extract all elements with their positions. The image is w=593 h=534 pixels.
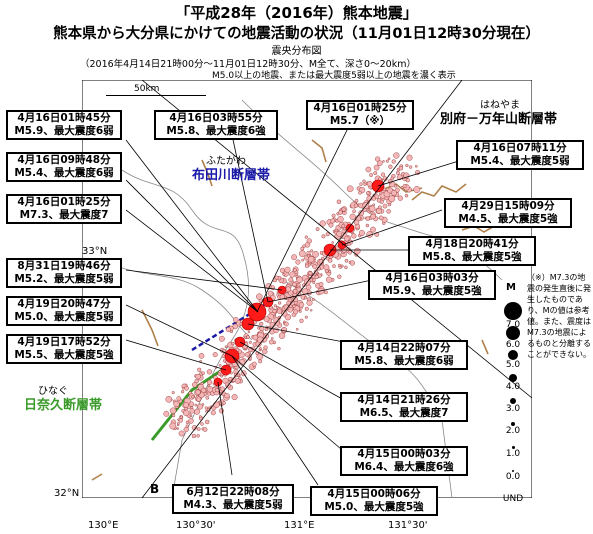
lon-131-30: 131°30' xyxy=(388,520,428,531)
legend-label: 2.0 xyxy=(505,426,521,436)
event-box: 8月31日19時46分 M5.2、最大震度5弱 xyxy=(6,258,122,288)
legend-dot xyxy=(512,470,514,472)
event-box: 4月15日00時03分 M6.4、最大震度6強 xyxy=(340,446,468,476)
fault-hinagu: 日奈久断層帯 xyxy=(24,398,103,413)
lat-32: 32°N xyxy=(54,488,80,499)
legend-row: 6.0 xyxy=(498,326,528,350)
legend-row: 7.0 xyxy=(498,302,528,330)
legend-dot xyxy=(504,302,522,320)
event-box: 4月16日01時45分 M5.9、最大震度6弱 xyxy=(6,110,122,140)
corner-label: B xyxy=(150,482,160,496)
legend-dot xyxy=(508,350,518,360)
event-box: 4月16日01時25分 M7.3、最大震度7 xyxy=(6,194,122,224)
lon-130: 130°E xyxy=(88,520,119,531)
legend-note: （※）M7.3の地震の発生直後に発生したものであり、Mの値は参考値。また、震度は… xyxy=(527,273,591,359)
event-box: 4月16日01時25分 M5.7（※） xyxy=(306,100,414,130)
fault-futagawa: 布田川断層帯 xyxy=(192,168,271,183)
legend-row: 1.0 xyxy=(498,446,528,468)
event-box: 4月19日20時47分 M5.0、最大震度5弱 xyxy=(6,296,122,326)
legend-m-label: M xyxy=(506,282,516,293)
legend-label: 7.0 xyxy=(505,320,521,330)
legend-dot xyxy=(506,326,520,340)
legend-label: 6.0 xyxy=(505,340,521,350)
legend-dot xyxy=(509,374,517,382)
title-line2: 熊本県から大分県にかけての地震活動の状況（11月01日12時30分現在） xyxy=(53,26,540,42)
event-box: 6月12日22時08分 M4.3、最大震度5弱 xyxy=(172,484,294,514)
event-box: 4月18日20時41分 M5.8、最大震度5強 xyxy=(408,236,536,266)
lat-33: 33°N xyxy=(82,246,108,257)
legend-label: 3.0 xyxy=(505,404,521,414)
event-box: 4月29日15時09分 M4.5、最大震度5強 xyxy=(444,198,572,228)
legend-label: 0.0 xyxy=(505,472,521,482)
fault-beppu: 別府－万年山断層帯 xyxy=(440,112,558,127)
lon-130-30: 130°30' xyxy=(176,520,216,531)
legend-dot xyxy=(510,398,516,404)
event-box: 4月14日22時07分 M5.8、最大震度6弱 xyxy=(340,340,468,370)
fault-reading-futagawa: ふたがわ xyxy=(206,156,246,167)
event-box: 4月14日21時26分 M6.5、最大震度7 xyxy=(340,392,468,422)
legend-row: 4.0 xyxy=(498,374,528,396)
fault-reading-beppu: はねやま xyxy=(480,100,520,111)
legend-label: 5.0 xyxy=(505,360,521,370)
event-box: 4月19日17時52分 M5.5、最大震度5強 xyxy=(6,334,122,364)
legend-row: 3.0 xyxy=(498,398,528,420)
legend-label: UND xyxy=(502,494,524,504)
data-range: （2016年4月14日21時00分～11月01日12時30分、M全て、深さ0～2… xyxy=(80,59,416,70)
magnitude-legend: M 7.0 6.0 5.0 4.0 3.0 2.0 1.0 0.0 UND xyxy=(498,282,528,518)
event-box: 4月16日03時03分 M5.9、最大震度5強 xyxy=(368,270,496,300)
legend-dot xyxy=(511,422,515,426)
legend-row: 2.0 xyxy=(498,422,528,444)
legend-row: UND xyxy=(498,494,528,516)
event-box: 4月16日07時11分 M5.4、最大震度5弱 xyxy=(456,140,584,170)
legend-row: 0.0 xyxy=(498,470,528,492)
event-box: 4月16日03時55分 M5.8、最大震度6強 xyxy=(154,110,278,140)
legend-row: 5.0 xyxy=(498,350,528,372)
title-line1: 「平成28年（2016年）熊本地震」 xyxy=(175,4,418,22)
legend-label: 1.0 xyxy=(505,449,521,459)
legend-label: 4.0 xyxy=(505,382,521,392)
display-note: M5.0以上の地震、または最大震度5弱以上の地震を濃く表示 xyxy=(212,71,456,81)
map-subtitle: 震央分布図 xyxy=(271,46,322,57)
event-box: 4月16日09時48分 M5.4、最大震度6弱 xyxy=(6,152,122,182)
lon-131: 131°E xyxy=(284,520,315,531)
scale-label: 50km xyxy=(134,84,160,94)
legend-dot xyxy=(511,446,515,449)
event-box: 4月15日00時06分 M5.0、最大震度5強 xyxy=(310,486,438,516)
fault-reading-hinagu: ひなぐ xyxy=(38,386,68,397)
